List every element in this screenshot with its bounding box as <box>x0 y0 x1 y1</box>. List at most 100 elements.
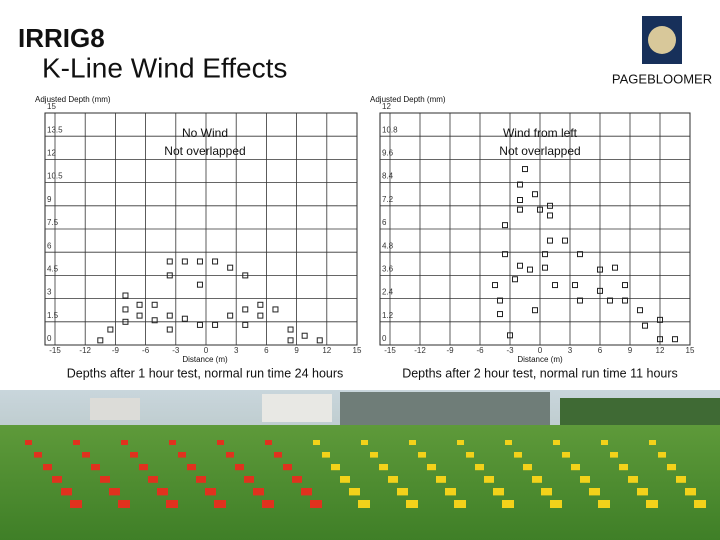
point <box>166 258 173 265</box>
photo-cup <box>628 476 638 483</box>
photo-cup <box>331 464 340 471</box>
x-tick-label: 6 <box>598 346 603 355</box>
point <box>577 297 583 304</box>
point <box>657 336 663 343</box>
point <box>532 191 538 198</box>
point <box>657 316 663 323</box>
point <box>572 282 578 289</box>
photo-cup <box>457 440 464 445</box>
x-tick-label: -9 <box>446 346 454 355</box>
point <box>502 222 508 229</box>
x-tick-label: 3 <box>568 346 573 355</box>
point <box>301 332 308 339</box>
photo-cup <box>169 440 176 445</box>
photo-cup <box>484 476 494 483</box>
point <box>597 287 603 294</box>
caption: Depths after 1 hour test, normal run tim… <box>67 366 344 380</box>
point <box>552 282 558 289</box>
point <box>166 312 173 319</box>
x-tick-label: 3 <box>234 346 239 355</box>
photo-cup <box>358 500 370 508</box>
point <box>151 317 158 324</box>
photo-cup <box>676 476 686 483</box>
y-tick-label: 9 <box>47 195 52 204</box>
photo-cup <box>409 440 416 445</box>
point <box>122 318 129 325</box>
x-tick-label: -15 <box>49 346 61 355</box>
point <box>642 322 648 329</box>
photo-cup <box>187 464 196 471</box>
photo-cup <box>166 500 178 508</box>
photo-building <box>262 394 332 422</box>
photo-cup <box>253 488 264 496</box>
point <box>166 272 173 279</box>
x-tick-label: -6 <box>142 346 150 355</box>
point <box>497 297 503 304</box>
point <box>492 282 498 289</box>
photo-cup <box>637 488 648 496</box>
x-tick-label: -6 <box>476 346 484 355</box>
point <box>547 202 553 209</box>
point <box>637 307 643 314</box>
y-tick-label: 9.6 <box>382 149 394 158</box>
point <box>287 337 294 344</box>
y-tick-label: 12 <box>47 149 56 158</box>
photo-cup <box>235 464 244 471</box>
x-tick-label: 15 <box>686 346 695 355</box>
point <box>507 332 513 339</box>
point <box>597 266 603 273</box>
point <box>212 321 219 328</box>
photo-cup <box>589 488 600 496</box>
photo-cup <box>25 440 32 445</box>
photo-cup <box>550 500 562 508</box>
photo-cup <box>226 452 234 458</box>
x-tick-label: -3 <box>506 346 514 355</box>
photo-cup <box>196 476 206 483</box>
point <box>562 237 568 244</box>
y-tick-label: 3.6 <box>382 265 394 274</box>
photo-cup <box>310 500 322 508</box>
photo-cup <box>667 464 676 471</box>
point <box>517 206 523 213</box>
x-axis-label: Distance (m) <box>517 355 563 364</box>
logo-right: PAGEBLOOMER <box>612 71 712 86</box>
photo-cup <box>505 440 512 445</box>
point <box>257 301 264 308</box>
x-tick-label: 15 <box>353 346 362 355</box>
x-tick-label: -3 <box>172 346 180 355</box>
point <box>622 297 628 304</box>
point <box>257 312 264 319</box>
photo-cup <box>649 440 656 445</box>
y-tick-label: 0 <box>47 334 52 343</box>
photo-cup <box>580 476 590 483</box>
photo-cup <box>562 452 570 458</box>
y-tick-label: 6 <box>382 218 387 227</box>
point <box>196 281 203 288</box>
annotation: Wind from left <box>503 126 578 140</box>
photo-cup <box>301 488 312 496</box>
photo-cup <box>61 488 72 496</box>
x-tick-label: -9 <box>112 346 120 355</box>
photo-cup <box>388 476 398 483</box>
point <box>517 262 523 269</box>
x-tick-label: 0 <box>538 346 543 355</box>
point <box>607 297 613 304</box>
point <box>497 311 503 318</box>
x-axis-label: Distance (m) <box>182 355 228 364</box>
photo-cup <box>292 476 302 483</box>
photo-cup <box>205 488 216 496</box>
photo-cup <box>658 452 666 458</box>
photo-cup <box>43 464 52 471</box>
photo-cup <box>379 464 388 471</box>
photo-cup <box>646 500 658 508</box>
point <box>517 181 523 188</box>
photo-cup <box>340 476 350 483</box>
photo-cup <box>274 452 282 458</box>
point <box>527 266 533 273</box>
photo-cup <box>73 440 80 445</box>
point <box>517 197 523 203</box>
photo-cup <box>553 440 560 445</box>
y-tick-label: 7.5 <box>47 218 59 227</box>
point <box>502 251 508 258</box>
point <box>136 301 143 308</box>
